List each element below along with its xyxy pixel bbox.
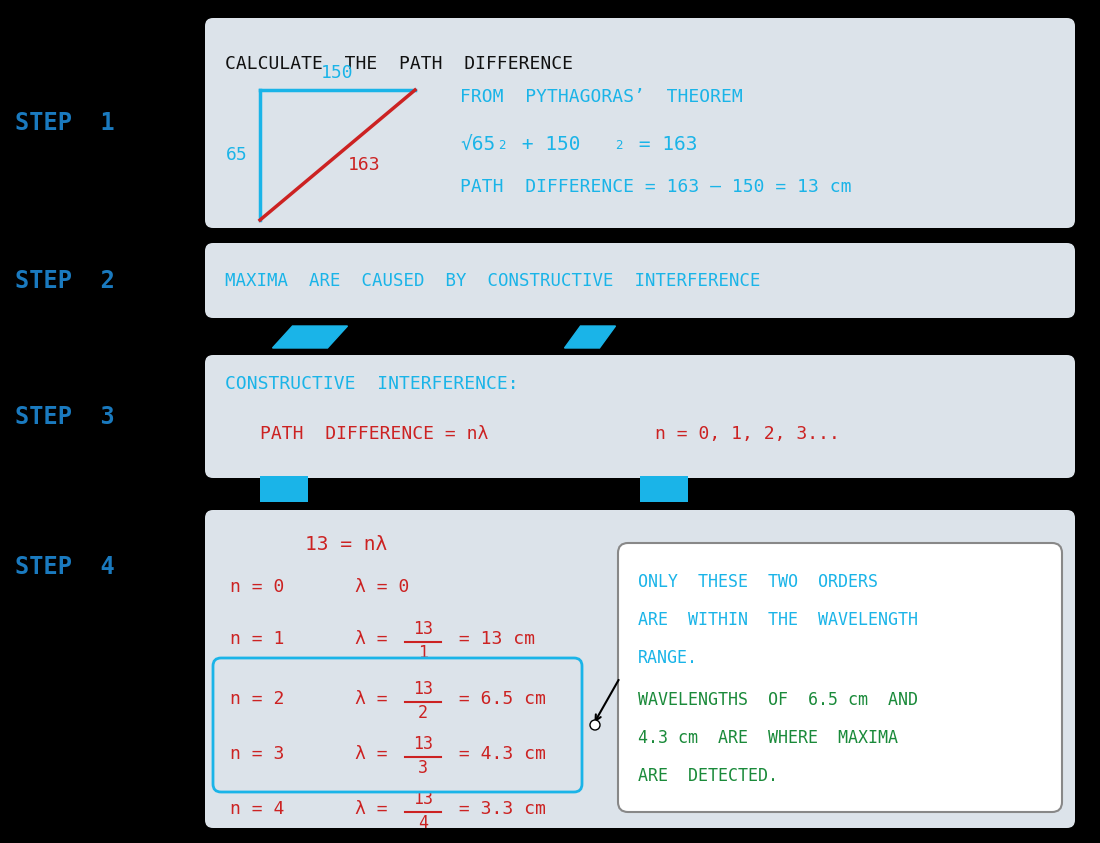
Text: λ =: λ = <box>355 690 398 708</box>
Text: = 3.3 cm: = 3.3 cm <box>448 800 546 818</box>
Text: WAVELENGTHS  OF  6.5 cm  AND: WAVELENGTHS OF 6.5 cm AND <box>638 691 918 709</box>
Text: 2: 2 <box>498 139 506 152</box>
Text: CONSTRUCTIVE  INTERFERENCE:: CONSTRUCTIVE INTERFERENCE: <box>226 375 518 393</box>
FancyBboxPatch shape <box>618 543 1062 812</box>
Text: ARE  DETECTED.: ARE DETECTED. <box>638 767 778 785</box>
Text: 3: 3 <box>418 759 428 777</box>
Text: STEP  2: STEP 2 <box>15 269 114 293</box>
Text: λ =: λ = <box>355 800 398 818</box>
Text: PATH  DIFFERENCE = 163 – 150 = 13 cm: PATH DIFFERENCE = 163 – 150 = 13 cm <box>460 178 851 196</box>
Text: CALCULATE  THE  PATH  DIFFERENCE: CALCULATE THE PATH DIFFERENCE <box>226 55 573 73</box>
Text: 13: 13 <box>412 680 433 698</box>
Text: n = 0, 1, 2, 3...: n = 0, 1, 2, 3... <box>654 425 840 443</box>
Text: STEP  3: STEP 3 <box>15 405 114 428</box>
Text: PATH  DIFFERENCE = nλ: PATH DIFFERENCE = nλ <box>260 425 488 443</box>
Text: 13 = nλ: 13 = nλ <box>305 535 387 554</box>
Text: n = 2: n = 2 <box>230 690 285 708</box>
Text: 4: 4 <box>418 814 428 832</box>
Bar <box>260 476 308 502</box>
Text: STEP  4: STEP 4 <box>15 556 114 579</box>
Text: n = 1: n = 1 <box>230 630 285 648</box>
Text: 4.3 cm  ARE  WHERE  MAXIMA: 4.3 cm ARE WHERE MAXIMA <box>638 729 898 747</box>
Text: 13: 13 <box>412 735 433 753</box>
Text: 13: 13 <box>412 620 433 638</box>
Text: = 13 cm: = 13 cm <box>448 630 535 648</box>
FancyBboxPatch shape <box>205 18 1075 228</box>
Bar <box>640 476 688 502</box>
Text: RANGE.: RANGE. <box>638 649 698 667</box>
Text: 13: 13 <box>412 790 433 808</box>
Text: FROM  PYTHAGORAS’  THEOREM: FROM PYTHAGORAS’ THEOREM <box>460 88 742 106</box>
FancyBboxPatch shape <box>205 243 1075 318</box>
Text: 2: 2 <box>615 139 623 152</box>
Text: STEP  1: STEP 1 <box>15 111 114 135</box>
Circle shape <box>590 720 600 730</box>
Polygon shape <box>273 326 348 348</box>
Text: = 4.3 cm: = 4.3 cm <box>448 745 546 763</box>
Text: n = 4: n = 4 <box>230 800 285 818</box>
Text: λ =: λ = <box>355 745 398 763</box>
Text: n = 0: n = 0 <box>230 578 285 596</box>
Text: √65: √65 <box>460 135 495 154</box>
Text: 150: 150 <box>321 64 354 82</box>
Text: + 150: + 150 <box>510 135 581 154</box>
FancyBboxPatch shape <box>205 355 1075 478</box>
Text: MAXIMA  ARE  CAUSED  BY  CONSTRUCTIVE  INTERFERENCE: MAXIMA ARE CAUSED BY CONSTRUCTIVE INTERF… <box>226 271 760 289</box>
Text: 65: 65 <box>227 146 248 164</box>
Text: 2: 2 <box>418 704 428 722</box>
Text: λ =: λ = <box>355 630 398 648</box>
Text: n = 3: n = 3 <box>230 745 285 763</box>
Polygon shape <box>564 326 616 348</box>
Text: 1: 1 <box>418 644 428 662</box>
Text: ONLY  THESE  TWO  ORDERS: ONLY THESE TWO ORDERS <box>638 573 878 591</box>
Text: ARE  WITHIN  THE  WAVELENGTH: ARE WITHIN THE WAVELENGTH <box>638 611 918 629</box>
Text: = 6.5 cm: = 6.5 cm <box>448 690 546 708</box>
FancyBboxPatch shape <box>205 510 1075 828</box>
Text: 163: 163 <box>348 156 381 174</box>
Text: λ = 0: λ = 0 <box>355 578 409 596</box>
Text: = 163: = 163 <box>627 135 697 154</box>
